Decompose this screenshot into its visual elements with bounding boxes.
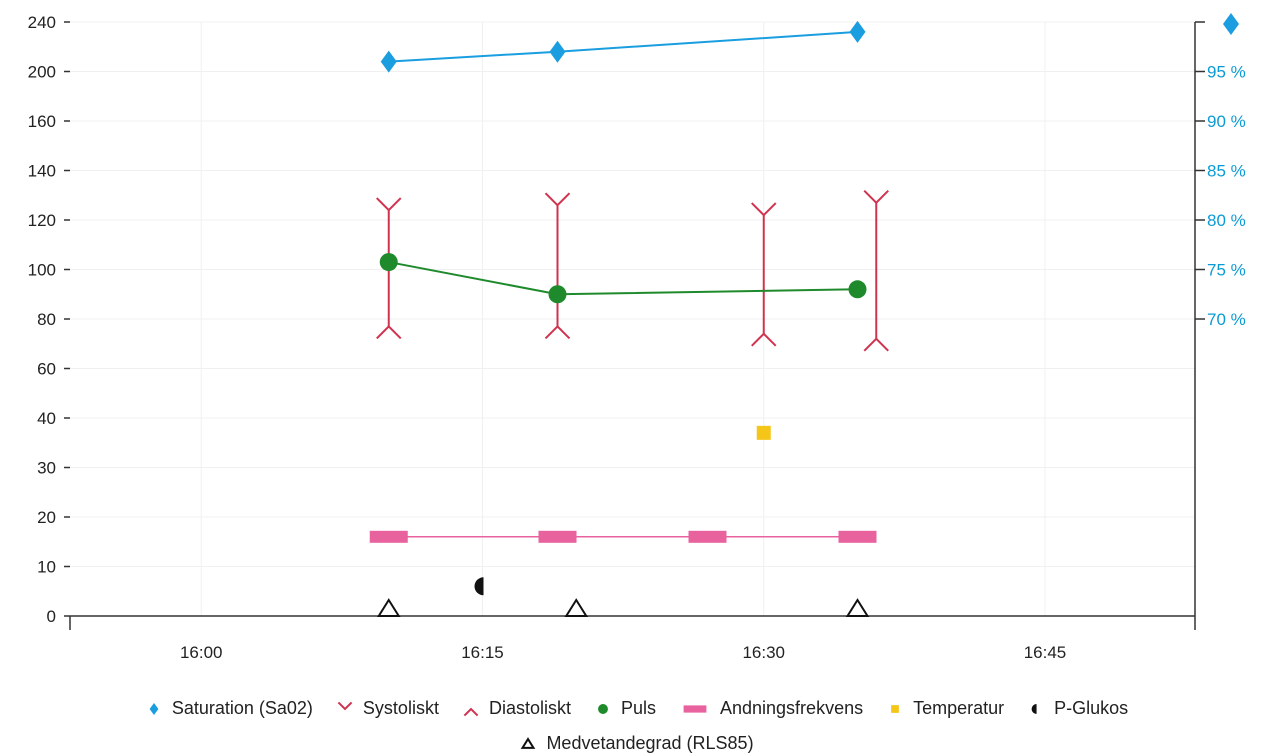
vital-signs-chart: 0 10 20 30 40 60 80 100 120 140 160 200 240 70 % 75 % 8… — [28, 13, 1246, 662]
y-left-tick-label: 60 — [37, 360, 56, 379]
data-point — [376, 325, 402, 340]
legend-label: Puls — [620, 698, 656, 718]
data-point — [848, 280, 867, 299]
y-left-tick-label: 100 — [28, 261, 56, 280]
data-point — [863, 337, 889, 352]
legend-item: Temperatur — [887, 698, 1004, 719]
data-point — [376, 598, 401, 617]
y-left-tick-label: 0 — [47, 607, 56, 626]
data-point — [538, 530, 577, 543]
grid — [70, 21, 1195, 616]
legend-label: Andningsfrekvens — [720, 698, 864, 718]
y-right-tick-label: 75 % — [1207, 261, 1246, 280]
legend: Saturation (Sa02) Systoliskt Diastoliskt Pu… — [0, 698, 1274, 719]
data-point — [369, 530, 408, 543]
legend-item: Andningsfrekvens — [680, 698, 863, 719]
x-tick-label: 16:15 — [461, 643, 504, 662]
data-point — [549, 40, 566, 63]
legend-label: Medvetandegrad (RLS85) — [546, 733, 754, 753]
legend-label: Systoliskt — [362, 698, 439, 718]
legend-swatch-mark — [598, 703, 608, 714]
legend-swatch-mark — [1031, 703, 1037, 714]
data-point — [845, 598, 870, 617]
legend-item: P-Glukos — [1028, 698, 1128, 719]
y-left-tick-label: 80 — [37, 310, 56, 329]
data-point — [564, 598, 589, 617]
data-point — [688, 530, 727, 543]
legend-swatch — [683, 704, 707, 713]
legend-swatch-mark — [521, 736, 536, 749]
y-left-tick-label: 30 — [37, 459, 56, 478]
y-right-tick-label: 85 % — [1207, 162, 1246, 181]
legend-item: Puls — [595, 698, 656, 719]
puls-line — [388, 261, 858, 296]
y-left-tick-label: 10 — [37, 558, 56, 577]
legend-second-row: Medvetandegrad (RLS85) — [0, 733, 1274, 754]
data-point — [544, 192, 571, 207]
data-point — [474, 577, 484, 596]
y-left-tick-label: 200 — [28, 63, 56, 82]
legend-swatch — [521, 736, 536, 749]
y-left-tick-label: 120 — [28, 211, 56, 230]
data-point — [751, 332, 777, 347]
legend-swatch-mark — [337, 701, 353, 710]
y-right-tick-label: 80 % — [1207, 211, 1246, 230]
axes: 0 10 20 30 40 60 80 100 120 140 160 200 240 70 % 75 % 8… — [28, 13, 1246, 662]
data-point — [756, 425, 771, 440]
legend-swatch — [463, 707, 479, 716]
legend-swatch — [149, 702, 159, 715]
saturation-sa02--line — [388, 30, 858, 63]
data-point — [379, 253, 398, 272]
data-point — [849, 20, 866, 43]
legend-swatch-mark — [463, 707, 479, 716]
y-left-tick-label: 240 — [28, 13, 56, 32]
legend-label: Temperatur — [913, 698, 1005, 718]
legend-swatch-mark — [891, 704, 899, 713]
series-layer — [369, 13, 1239, 617]
y-left-tick-label: 160 — [28, 112, 56, 131]
legend-swatch-mark — [683, 704, 707, 713]
x-tick-label: 16:00 — [180, 643, 223, 662]
data-point — [380, 50, 397, 73]
legend-swatch — [891, 704, 899, 713]
data-point — [376, 197, 402, 212]
legend-item: Systoliskt — [337, 698, 439, 719]
legend-swatch — [598, 703, 608, 714]
data-point — [548, 285, 567, 304]
y-left-tick-label: 140 — [28, 162, 56, 181]
y-right-tick-label: 95 % — [1207, 63, 1246, 82]
y-right-tick-label: 90 % — [1207, 112, 1246, 131]
legend-label: Saturation (Sa02) — [171, 698, 313, 718]
data-point — [544, 325, 571, 340]
data-point — [863, 189, 889, 205]
y-left-tick-label: 20 — [37, 508, 56, 527]
legend-swatch — [1031, 703, 1037, 714]
legend-item: Diastoliskt — [463, 698, 571, 719]
legend-swatch-mark — [149, 702, 159, 715]
legend-item: Medvetandegrad (RLS85) — [520, 733, 754, 754]
data-point — [751, 202, 777, 217]
y-left-tick-label: 40 — [37, 409, 56, 428]
x-tick-label: 16:30 — [742, 643, 785, 662]
saturation-axis-icon — [1223, 13, 1239, 35]
legend-label: Diastoliskt — [488, 698, 571, 718]
legend-label: P-Glukos — [1054, 698, 1129, 718]
legend-item: Saturation (Sa02) — [146, 698, 313, 719]
y-right-tick-label: 70 % — [1207, 310, 1246, 329]
legend-swatch — [337, 701, 353, 710]
x-tick-label: 16:45 — [1024, 643, 1067, 662]
data-point — [838, 530, 877, 543]
